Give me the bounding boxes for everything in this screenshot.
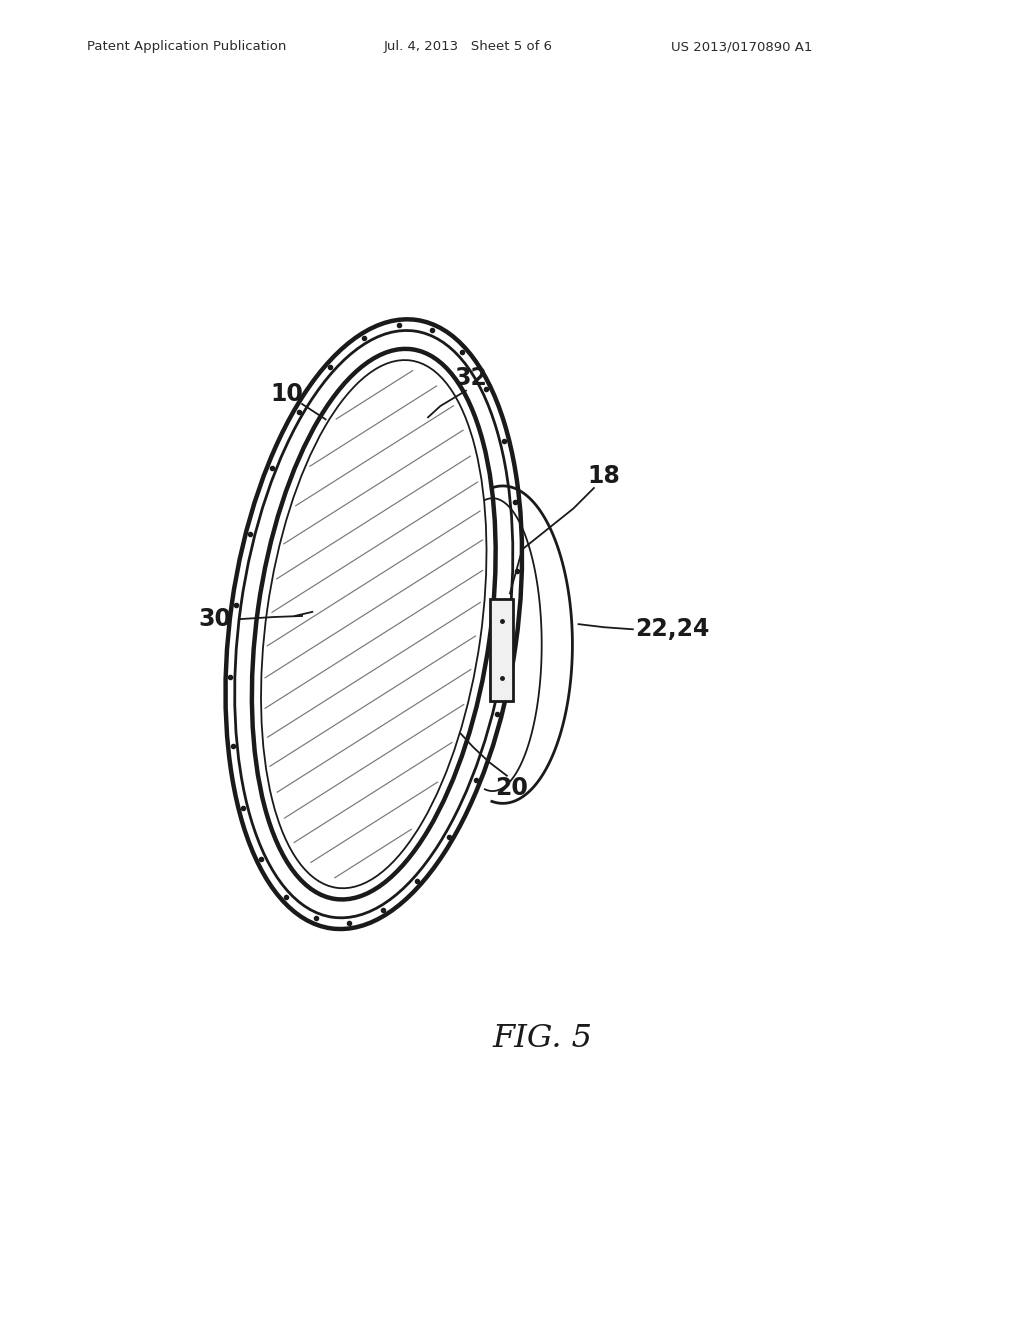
Text: 10: 10 [270,381,303,405]
Text: 18: 18 [588,463,621,487]
Text: US 2013/0170890 A1: US 2013/0170890 A1 [671,40,812,53]
Bar [490,598,513,701]
Text: 30: 30 [199,607,231,631]
Text: FIG. 5: FIG. 5 [493,1023,593,1055]
Text: Patent Application Publication: Patent Application Publication [87,40,287,53]
Text: Jul. 4, 2013   Sheet 5 of 6: Jul. 4, 2013 Sheet 5 of 6 [384,40,553,53]
Text: 22,24: 22,24 [635,618,710,642]
Text: 20: 20 [496,776,528,800]
Text: 32: 32 [455,367,487,391]
